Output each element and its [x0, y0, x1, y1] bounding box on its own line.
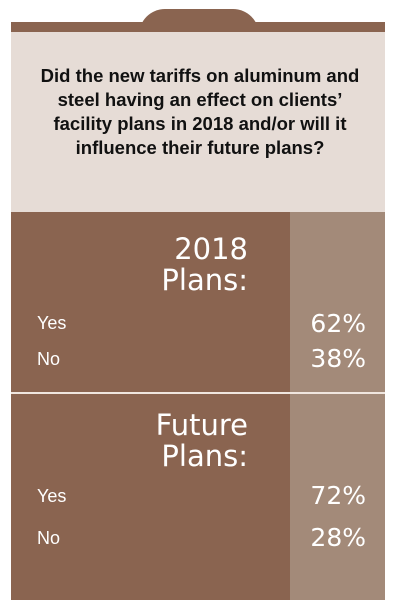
section-future-no-value: 28%: [310, 523, 366, 552]
section-2018-title-line2: Plans:: [161, 263, 248, 297]
section-2018-no-value: 38%: [310, 344, 366, 373]
question-header: [11, 32, 385, 212]
section-future-value-column: [290, 394, 385, 600]
question-text: Did the new tariffs on aluminum and stee…: [40, 65, 360, 158]
section-future-title-line1: Future: [155, 408, 248, 442]
section-future-title: Future Plans:: [156, 410, 248, 472]
section-2018-value-column: [290, 212, 385, 392]
section-2018-no-label: No: [37, 349, 61, 369]
header-top-bar: [11, 22, 385, 32]
section-2018-title-line1: 2018: [174, 232, 248, 266]
section-2018-panel: [11, 212, 290, 392]
section-2018-yes-label: Yes: [37, 313, 67, 333]
section-2018-yes-value: 62%: [310, 309, 366, 338]
section-future-panel: [11, 394, 290, 600]
section-future-yes-label: Yes: [37, 486, 67, 506]
section-future-no-label: No: [37, 528, 61, 548]
section-future-yes-value: 72%: [310, 481, 366, 510]
section-2018-title: 2018 Plans:: [161, 234, 248, 296]
section-divider: [11, 392, 385, 394]
section-future-title-line2: Plans:: [161, 439, 248, 473]
